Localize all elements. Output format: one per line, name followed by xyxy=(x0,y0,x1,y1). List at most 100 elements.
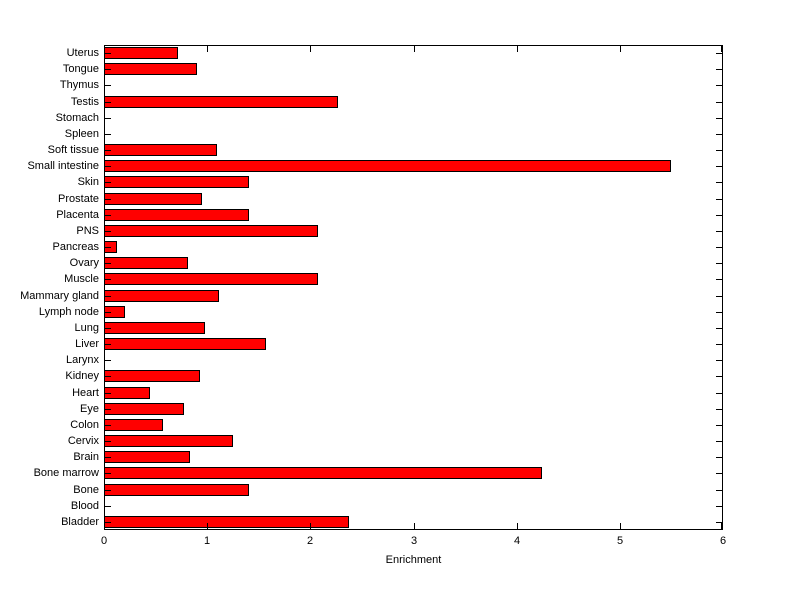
plot-area xyxy=(104,45,723,530)
x-tick-label: 5 xyxy=(616,535,624,547)
y-tick-label: Ovary xyxy=(69,257,99,269)
y-tick-label: Pancreas xyxy=(52,241,99,253)
y-axis-tick xyxy=(716,150,722,151)
y-axis-tick xyxy=(716,134,722,135)
y-tick-label: Skin xyxy=(77,176,99,188)
y-axis-tick xyxy=(105,522,111,523)
y-tick-label: Prostate xyxy=(58,193,99,205)
y-axis-tick xyxy=(716,53,722,54)
x-axis-tick xyxy=(721,523,722,529)
x-axis-tick xyxy=(207,523,208,529)
y-tick-label: Liver xyxy=(75,338,99,350)
bar-brain xyxy=(104,451,190,463)
y-axis-tick xyxy=(716,296,722,297)
bar-eye xyxy=(104,403,184,415)
y-axis-tick xyxy=(716,166,722,167)
y-tick-label: Tongue xyxy=(62,63,99,75)
x-axis-tick xyxy=(721,46,722,52)
y-axis-tick xyxy=(105,231,111,232)
bar-kidney xyxy=(104,370,200,382)
bar-colon xyxy=(104,419,163,431)
y-axis-tick xyxy=(105,376,111,377)
y-axis-tick xyxy=(105,85,111,86)
y-tick-label: Stomach xyxy=(55,112,99,124)
y-axis-tick xyxy=(716,263,722,264)
bar-liver xyxy=(104,338,266,350)
y-axis-tick xyxy=(105,247,111,248)
y-axis-tick xyxy=(105,441,111,442)
y-tick-label: Heart xyxy=(72,387,99,399)
y-axis-tick xyxy=(105,473,111,474)
y-tick-label: Kidney xyxy=(65,370,99,382)
y-axis-tick xyxy=(716,312,722,313)
y-tick-label: Bone xyxy=(73,484,99,496)
bar-muscle xyxy=(104,273,318,285)
y-axis-tick xyxy=(716,182,722,183)
y-tick-label: Lymph node xyxy=(38,306,99,318)
bar-small-intestine xyxy=(104,160,671,172)
y-tick-label: Colon xyxy=(70,419,99,431)
y-tick-label: Mammary gland xyxy=(20,290,99,302)
y-axis-tick xyxy=(716,69,722,70)
y-axis-tick xyxy=(716,473,722,474)
y-tick-label: Soft tissue xyxy=(47,144,99,156)
y-axis-tick xyxy=(105,150,111,151)
y-axis-tick xyxy=(105,490,111,491)
bar-bone-marrow xyxy=(104,467,542,479)
y-axis-tick xyxy=(105,69,111,70)
y-axis-tick xyxy=(716,522,722,523)
y-axis-tick xyxy=(105,182,111,183)
y-axis-tick xyxy=(105,312,111,313)
y-tick-label: Thymus xyxy=(59,79,99,91)
x-axis-tick xyxy=(414,523,415,529)
x-axis-tick xyxy=(517,46,518,52)
y-tick-label: Testis xyxy=(70,96,99,108)
x-axis-tick xyxy=(104,46,105,52)
y-axis-tick xyxy=(716,102,722,103)
y-tick-label: Brain xyxy=(73,451,99,463)
bar-bladder xyxy=(104,516,349,528)
y-axis-tick xyxy=(716,85,722,86)
y-axis-tick xyxy=(105,296,111,297)
bar-placenta xyxy=(104,209,249,221)
y-axis-tick xyxy=(716,490,722,491)
x-tick-label: 6 xyxy=(719,535,727,547)
y-axis-tick xyxy=(716,376,722,377)
bar-heart xyxy=(104,387,150,399)
y-tick-label: Larynx xyxy=(65,354,99,366)
bar-skin xyxy=(104,176,249,188)
y-axis-tick xyxy=(105,215,111,216)
y-axis-tick xyxy=(716,215,722,216)
bar-bone xyxy=(104,484,249,496)
y-axis-tick xyxy=(716,247,722,248)
y-tick-label: Spleen xyxy=(64,128,99,140)
bar-testis xyxy=(104,96,338,108)
bar-uterus xyxy=(104,47,178,59)
x-tick-label: 4 xyxy=(513,535,521,547)
y-axis-tick xyxy=(716,360,722,361)
bar-mammary-gland xyxy=(104,290,219,302)
y-axis-tick xyxy=(105,118,111,119)
y-tick-label: Cervix xyxy=(67,435,99,447)
x-axis-tick xyxy=(207,46,208,52)
x-tick-label: 1 xyxy=(203,535,211,547)
x-axis-tick xyxy=(414,46,415,52)
bar-pns xyxy=(104,225,318,237)
y-axis-tick xyxy=(105,409,111,410)
x-axis-tick xyxy=(620,46,621,52)
bar-tongue xyxy=(104,63,197,75)
x-axis-tick xyxy=(517,523,518,529)
y-axis-tick xyxy=(716,393,722,394)
y-axis-tick xyxy=(716,231,722,232)
bar-soft-tissue xyxy=(104,144,217,156)
y-tick-label: Muscle xyxy=(64,273,99,285)
y-axis-tick xyxy=(716,328,722,329)
y-axis-tick xyxy=(105,102,111,103)
y-tick-label: Lung xyxy=(74,322,99,334)
bar-ovary xyxy=(104,257,188,269)
bar-lymph-node xyxy=(104,306,125,318)
y-tick-label: Bone marrow xyxy=(33,467,99,479)
y-axis-tick xyxy=(716,118,722,119)
y-tick-label: Eye xyxy=(80,403,99,415)
